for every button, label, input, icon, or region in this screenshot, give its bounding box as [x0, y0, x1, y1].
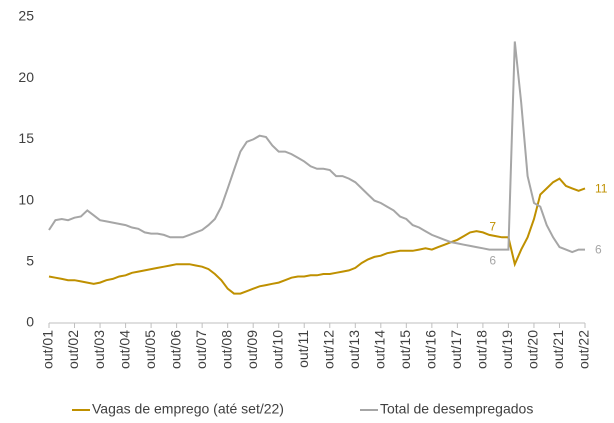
x-tick-label: out/16	[423, 330, 439, 369]
y-tick-label: 10	[18, 191, 34, 207]
x-tick-label: out/02	[65, 330, 81, 369]
y-tick-label: 5	[26, 253, 34, 269]
x-tick-label: out/14	[372, 330, 388, 369]
x-tick-label: out/04	[116, 330, 132, 369]
y-tick-label: 20	[18, 69, 34, 85]
data-label: 11	[595, 181, 608, 195]
x-tick-label: out/08	[218, 330, 234, 369]
x-tick-label: out/15	[397, 330, 413, 369]
legend-label: Total de desempregados	[380, 401, 533, 417]
x-tick-label: out/05	[142, 330, 158, 369]
data-label: 7	[489, 219, 496, 233]
legend-label: Vagas de emprego (até set/22)	[92, 401, 284, 417]
x-tick-label: out/20	[525, 330, 541, 369]
x-tick-label: out/13	[346, 330, 362, 369]
line-series	[48, 177, 586, 295]
x-tick-label: out/22	[576, 330, 592, 369]
y-tick-label: 0	[26, 314, 34, 330]
y-tick-label: 25	[18, 8, 34, 24]
x-tick-label: out/17	[448, 330, 464, 369]
x-tick-label: out/11	[295, 330, 311, 368]
x-tick-label: out/10	[269, 330, 285, 369]
data-label: 6	[595, 243, 602, 257]
x-tick-label: out/06	[167, 330, 183, 369]
x-tick-label: out/12	[320, 330, 336, 369]
x-tick-label: out/03	[91, 330, 107, 369]
x-tick-label: out/18	[474, 330, 490, 369]
x-tick-label: out/01	[40, 330, 56, 369]
x-tick-label: out/21	[550, 330, 566, 369]
line-series	[48, 41, 585, 254]
data-label: 6	[489, 254, 496, 268]
y-tick-label: 15	[18, 130, 34, 146]
x-tick-label: out/07	[193, 330, 209, 369]
x-tick-label: out/09	[244, 330, 260, 369]
x-tick-label: out/19	[499, 330, 515, 369]
